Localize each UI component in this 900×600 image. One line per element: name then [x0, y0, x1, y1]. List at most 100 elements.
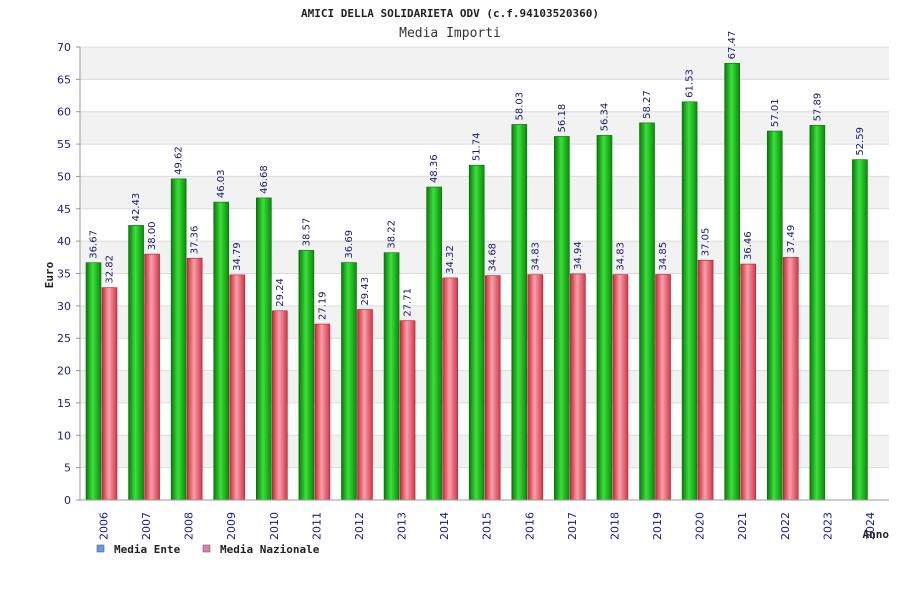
chart-title: AMICI DELLA SOLIDARIETA ODV (c.f.9410352… [301, 7, 599, 20]
data-label: 29.43 [360, 277, 371, 306]
data-label: 58.03 [514, 92, 525, 121]
bar-media-nazionale [442, 277, 458, 501]
bar-media-ente [341, 262, 357, 501]
x-tick-label: 2009 [225, 512, 238, 540]
bar-media-ente [511, 124, 528, 501]
bar-media-nazionale [570, 273, 586, 501]
x-tick-label: 2015 [481, 512, 494, 540]
y-tick-label: 70 [57, 41, 71, 54]
bar-media-ente [681, 101, 698, 501]
y-tick-label: 30 [57, 300, 71, 313]
data-label: 48.36 [429, 154, 440, 183]
x-tick-label: 2012 [353, 512, 366, 540]
data-label: 36.67 [89, 230, 100, 259]
data-label: 29.24 [275, 278, 286, 307]
legend-swatch [202, 544, 211, 553]
bar-media-nazionale [655, 274, 671, 501]
bar-media-ente [170, 178, 187, 501]
data-label: 61.53 [685, 69, 696, 98]
y-tick-label: 20 [57, 365, 71, 378]
data-label: 32.82 [105, 255, 116, 284]
x-tick-label: 2014 [438, 512, 451, 540]
data-label: 57.89 [812, 93, 823, 122]
x-tick-label: 2016 [523, 512, 536, 540]
bar-media-ente [596, 135, 613, 501]
data-label: 38.57 [301, 218, 312, 247]
bar-media-ente [639, 122, 655, 501]
bar-media-ente [85, 262, 102, 501]
x-tick-label: 2013 [396, 512, 409, 540]
data-label: 34.32 [445, 245, 456, 274]
bar-media-nazionale [740, 263, 756, 501]
data-label: 27.19 [317, 291, 328, 320]
data-labels: 36.67 32.82 42.43 38.00 49.62 37.36 46.03 34.79… [89, 31, 866, 320]
bar-media-ente [128, 225, 144, 501]
data-label: 27.71 [403, 288, 414, 317]
data-label: 56.34 [599, 103, 610, 132]
bar-media-ente [852, 159, 868, 501]
legend-label: Media Nazionale [220, 543, 320, 556]
x-tick-label: 2020 [694, 512, 707, 540]
bar-media-ente [213, 201, 230, 501]
y-tick-label: 25 [57, 332, 71, 345]
bar-media-nazionale [357, 309, 373, 501]
y-tick-label: 55 [57, 138, 71, 151]
x-tick-label: 2017 [566, 512, 579, 540]
data-label: 34.79 [232, 242, 243, 271]
bar-media-ente [724, 63, 740, 501]
y-tick-label: 50 [57, 170, 71, 183]
x-tick-label: 2024 [864, 512, 877, 540]
data-label: 37.36 [190, 226, 201, 255]
bar-media-nazionale [399, 320, 416, 501]
x-tick-label: 2011 [310, 512, 323, 540]
x-tick-label: 2010 [268, 512, 281, 540]
data-label: 51.74 [472, 133, 483, 162]
bar-media-ente [256, 197, 272, 501]
bar-media-nazionale [527, 274, 544, 501]
bar-media-nazionale [782, 257, 799, 501]
plot-band [80, 111, 889, 145]
bar-media-ente [809, 125, 826, 501]
bar-media-ente [554, 136, 570, 501]
y-tick-label: 45 [57, 203, 71, 216]
y-axis-ticks: 0 5 10 15 20 25 30 35 40 45 50 55 60 65 70 [57, 41, 71, 507]
y-tick-label: 40 [57, 235, 71, 248]
bar-media-ente [766, 130, 783, 501]
bar-media-ente [383, 252, 400, 501]
x-tick-label: 2023 [821, 512, 834, 540]
data-label: 67.47 [727, 31, 738, 60]
y-axis-label: Euro [43, 261, 56, 288]
x-tick-label: 2019 [651, 512, 664, 540]
data-label: 34.83 [530, 242, 541, 271]
bar-media-nazionale [101, 287, 118, 501]
data-label: 58.27 [642, 90, 653, 119]
bar-media-ente [426, 186, 442, 501]
data-label: 34.68 [488, 243, 499, 272]
bar-media-ente [298, 250, 315, 501]
legend-swatch [96, 544, 105, 553]
data-label: 38.00 [147, 221, 158, 250]
bar-media-nazionale [272, 310, 288, 501]
y-tick-label: 15 [57, 397, 71, 410]
data-label: 42.43 [131, 193, 142, 222]
data-label: 56.18 [557, 104, 568, 133]
y-tick-label: 5 [64, 462, 71, 475]
data-label: 37.49 [786, 225, 797, 254]
x-tick-label: 2021 [736, 512, 749, 540]
bar-media-nazionale [186, 257, 203, 501]
axes [76, 46, 889, 501]
x-tick-label: 2018 [608, 512, 621, 540]
legend-label: Media Ente [114, 543, 181, 556]
y-tick-label: 35 [57, 268, 71, 281]
data-label: 34.85 [658, 242, 669, 271]
data-label: 46.03 [216, 169, 227, 198]
data-label: 37.05 [701, 228, 712, 257]
y-tick-label: 60 [57, 106, 71, 119]
plot-band [80, 79, 889, 112]
x-tick-label: 2007 [140, 512, 153, 540]
x-axis-label: Anno [863, 528, 890, 541]
bar-media-nazionale [697, 259, 714, 501]
chart-subtitle: Media Importi [399, 26, 501, 41]
y-tick-label: 0 [64, 494, 71, 507]
